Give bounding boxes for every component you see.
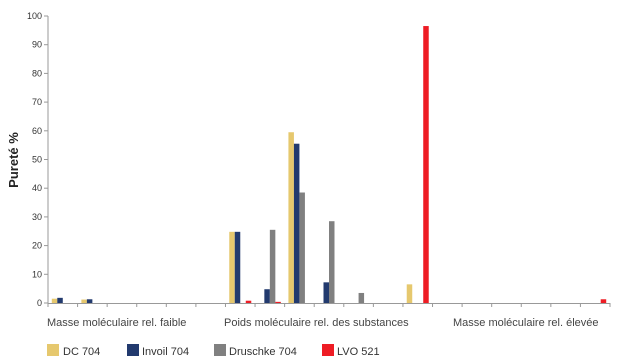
y-tick-label: 40 — [32, 183, 42, 193]
legend-label-dc704: DC 704 — [63, 346, 100, 358]
legend-swatch-lvo521 — [322, 344, 334, 356]
bar-invoil-704-1 — [57, 297, 63, 303]
y-axis-title: Pureté % — [6, 132, 21, 188]
bar-druschke-704-9 — [299, 192, 305, 303]
legend: DC 704 Invoil 704 Druschke 704 LVO 521 — [47, 344, 380, 358]
bar-invoil-704-9 — [293, 143, 300, 303]
bar-invoil-704-2 — [86, 299, 93, 303]
y-tick-label: 80 — [32, 68, 42, 78]
bar-dc-704-2 — [81, 299, 87, 303]
bar-invoil-704-8 — [264, 289, 270, 303]
group-label-high-mass: Masse moléculaire rel. élevée — [453, 317, 599, 329]
bar-lvo-521-7 — [245, 300, 252, 303]
y-tick-label: 10 — [32, 269, 42, 279]
y-tick-label: 100 — [27, 11, 42, 21]
bar-lvo-521-8 — [275, 301, 281, 303]
group-label-substances: Poids moléculaire rel. des substances — [224, 317, 409, 329]
y-tick-label: 20 — [32, 241, 42, 251]
x-axis-ticks — [47, 303, 611, 307]
legend-swatch-druschke704 — [214, 344, 226, 356]
bar-dc-704-1 — [51, 298, 58, 303]
bar-druschke-704-8 — [269, 229, 276, 303]
bar-lvo-521-19 — [600, 299, 607, 303]
group-label-low-mass: Masse moléculaire rel. faible — [47, 317, 186, 329]
y-tick-label: 70 — [32, 97, 42, 107]
bar-dc-704-13 — [406, 284, 413, 303]
y-tick-label: 50 — [32, 155, 42, 165]
legend-label-invoil704: Invoil 704 — [142, 346, 189, 358]
bar-invoil-704-7 — [234, 231, 241, 303]
legend-label-lvo521: LVO 521 — [337, 346, 380, 358]
bar-druschke-704-11 — [358, 292, 365, 303]
y-tick-label: 90 — [32, 40, 42, 50]
bar-druschke-704-10 — [329, 221, 335, 303]
bar-lvo-521-13 — [423, 26, 429, 303]
bar-dc-704-9 — [288, 132, 294, 303]
y-axis-ticks: 0 10 20 30 40 50 60 70 80 90 100 — [27, 11, 48, 308]
bar-invoil-704-10 — [323, 282, 329, 303]
legend-swatch-dc704 — [47, 344, 59, 356]
y-tick-label: 0 — [37, 298, 42, 308]
legend-swatch-invoil704 — [127, 344, 139, 356]
bar-dc-704-7 — [229, 231, 235, 303]
bars-group — [51, 26, 607, 303]
y-tick-label: 30 — [32, 212, 42, 222]
y-tick-label: 60 — [32, 126, 42, 136]
legend-label-druschke704: Druschke 704 — [229, 346, 297, 358]
